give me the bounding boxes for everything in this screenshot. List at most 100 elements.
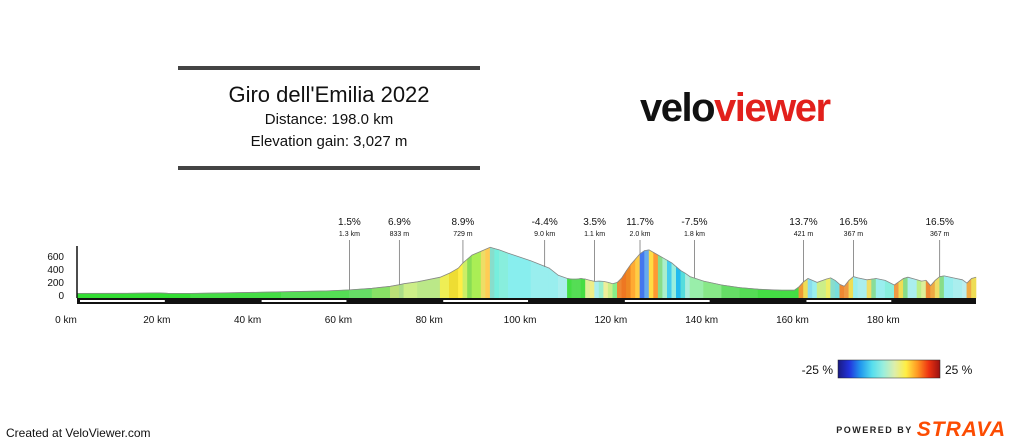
profile-segment xyxy=(530,260,550,299)
profile-segment xyxy=(653,251,659,299)
profile-segment xyxy=(666,259,673,299)
gradient-legend: -25 % 25 % xyxy=(802,359,973,379)
x-tick-label: 100 km xyxy=(504,315,537,326)
title-bottom-rule xyxy=(178,166,480,170)
profile-segment xyxy=(952,277,963,299)
profile-segment xyxy=(467,254,473,299)
profile-segment xyxy=(648,249,654,299)
profile-segment xyxy=(916,279,922,299)
profile-segment xyxy=(834,279,841,299)
profile-segment xyxy=(639,250,645,299)
x-tick-label: 60 km xyxy=(325,315,352,326)
profile-segment xyxy=(662,257,668,299)
profile-segment xyxy=(612,282,618,299)
profile-segment xyxy=(548,267,559,299)
climb-gradient-label: 13.7% xyxy=(789,217,817,228)
profile-segment xyxy=(399,283,405,299)
profile-segment xyxy=(417,276,441,299)
elevation-gain-text: Elevation gain: 3,027 m xyxy=(250,133,408,150)
profile-segment xyxy=(680,270,686,299)
strava-logo: STRAVA xyxy=(916,418,1006,441)
profile-segment xyxy=(825,277,832,299)
y-tick-label: 0 xyxy=(58,291,64,302)
profile-segment xyxy=(567,278,573,299)
profile-segment xyxy=(585,278,591,299)
profile-segment xyxy=(576,278,582,299)
profile-segment xyxy=(403,281,418,299)
profile-segment xyxy=(675,266,682,299)
profile-segment xyxy=(644,249,650,299)
climb-gradient-label: 8.9% xyxy=(452,217,475,228)
profile-segment xyxy=(571,278,577,299)
profile-segments xyxy=(76,246,977,299)
climb-length-label: 1.8 km xyxy=(684,231,705,238)
profile-segment xyxy=(685,272,691,299)
profile-segment xyxy=(939,275,945,299)
profile-segment xyxy=(480,248,486,299)
profile-segment xyxy=(471,250,482,299)
title-box: Giro dell'Emilia 2022 Distance: 198.0 km… xyxy=(178,66,480,172)
x-axis-stripe xyxy=(624,300,710,302)
climb-gradient-label: 16.5% xyxy=(839,217,867,228)
profile-segment xyxy=(494,248,500,299)
y-tick-label: 200 xyxy=(47,278,64,289)
profile-segment xyxy=(630,258,636,299)
x-tick-label: 180 km xyxy=(867,315,900,326)
profile-segment xyxy=(458,262,464,299)
profile-segment xyxy=(921,280,927,299)
profile-segment xyxy=(167,292,191,299)
profile-segment xyxy=(943,275,954,299)
climb-gradient-label: -4.4% xyxy=(532,217,558,228)
x-axis-stripe xyxy=(443,300,529,302)
profile-segment xyxy=(657,254,664,299)
climb-length-label: 1.1 km xyxy=(584,231,605,238)
climb-markers: 1.5% 1.3 km 6.9% 833 m 8.9% 729 m -4.4% 9.0 km 3… xyxy=(338,217,954,290)
profile-segment xyxy=(158,292,169,299)
legend-min-label: -25 % xyxy=(802,363,834,377)
profile-segment xyxy=(812,279,818,299)
climb-length-label: 729 m xyxy=(453,231,473,238)
profile-segment xyxy=(616,277,623,299)
profile-segment xyxy=(780,289,795,299)
profile-segment xyxy=(903,276,909,299)
profile-segment xyxy=(594,280,600,299)
profile-segment xyxy=(671,262,677,299)
profile-segment xyxy=(807,278,813,299)
x-axis-stripe xyxy=(806,300,892,302)
climb-length-label: 2.0 km xyxy=(630,231,651,238)
race-title: Giro dell'Emilia 2022 xyxy=(228,82,430,107)
profile-segment xyxy=(557,274,568,299)
x-tick-label: 20 km xyxy=(143,315,170,326)
climb-gradient-label: 16.5% xyxy=(925,217,953,228)
legend-max-label: 25 % xyxy=(945,363,973,377)
climb-length-label: 833 m xyxy=(390,231,410,238)
profile-segment xyxy=(76,292,123,299)
profile-segment xyxy=(498,249,509,299)
profile-segment xyxy=(757,288,782,299)
axes: 0 200 400 600 0 km 20 km 40 km 60 km 80 km 100 km… xyxy=(47,246,976,326)
profile-segment xyxy=(485,246,491,299)
x-tick-label: 160 km xyxy=(776,315,809,326)
climb-gradient-label: 3.5% xyxy=(583,217,606,228)
profile-segment xyxy=(830,277,836,299)
profile-segment xyxy=(689,276,704,299)
distance-text: Distance: 198.0 km xyxy=(264,111,394,128)
profile-segment xyxy=(389,284,400,299)
profile-segment xyxy=(907,276,918,299)
profile-outline xyxy=(76,246,977,294)
climb-gradient-label: 6.9% xyxy=(388,217,411,228)
y-tick-label: 600 xyxy=(47,252,64,263)
profile-segment xyxy=(853,276,859,299)
profile-segment xyxy=(857,277,868,299)
climb-length-label: 421 m xyxy=(794,231,814,238)
profile-segment xyxy=(871,278,877,299)
logo-part-velo: velo xyxy=(640,86,716,130)
profile-segment xyxy=(580,278,586,299)
profile-segment xyxy=(971,276,977,299)
profile-segment xyxy=(866,278,872,299)
x-tick-label: 40 km xyxy=(234,315,261,326)
x-axis-stripe xyxy=(261,300,347,302)
profile-segment xyxy=(966,277,972,299)
x-tick-label: 140 km xyxy=(685,315,718,326)
